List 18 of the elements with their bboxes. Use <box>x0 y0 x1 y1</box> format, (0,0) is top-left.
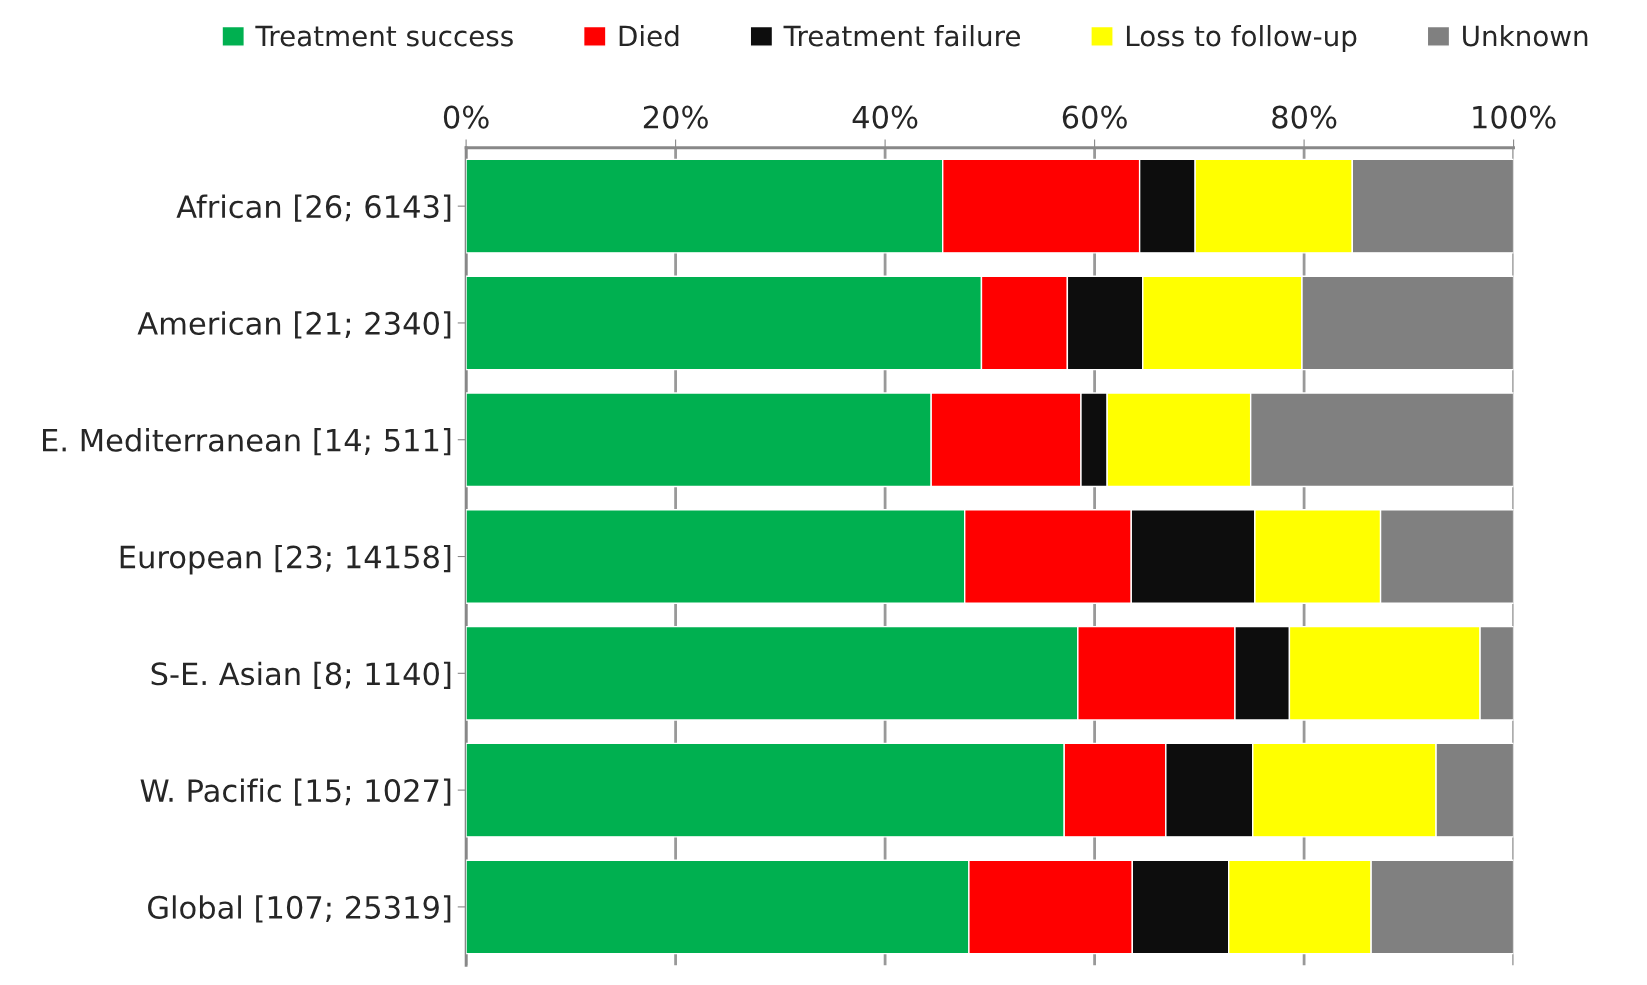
x-tick-label: 40% <box>852 105 918 129</box>
legend-label: Unknown <box>1463 25 1588 47</box>
x-tick-label: 20% <box>643 105 708 129</box>
y-tick-label: S-E. Asian [8; 1140] <box>151 661 451 689</box>
y-tick-label: E. Mediterranean [14; 511] <box>43 428 451 456</box>
legend-label: Loss to follow-up <box>1126 25 1357 52</box>
y-tick-label: Global [107; 25319] <box>148 895 451 923</box>
x-tick-label: 0% <box>443 105 489 129</box>
y-tick-label: American [21; 2340] <box>137 311 451 339</box>
legend-label: Treatment success <box>255 25 513 47</box>
y-tick-label: W. Pacific [15; 1027] <box>140 778 451 806</box>
y-tick-label: European [23; 14158] <box>120 544 451 575</box>
x-tick-label: 100% <box>1473 105 1556 129</box>
y-tick-label: African [26; 6143] <box>176 194 451 222</box>
legend-label: Treatment failure <box>783 25 1020 47</box>
legend-label: Died <box>619 25 679 47</box>
x-tick-label: 60% <box>1062 105 1127 129</box>
x-tick-label: 80% <box>1272 105 1337 129</box>
